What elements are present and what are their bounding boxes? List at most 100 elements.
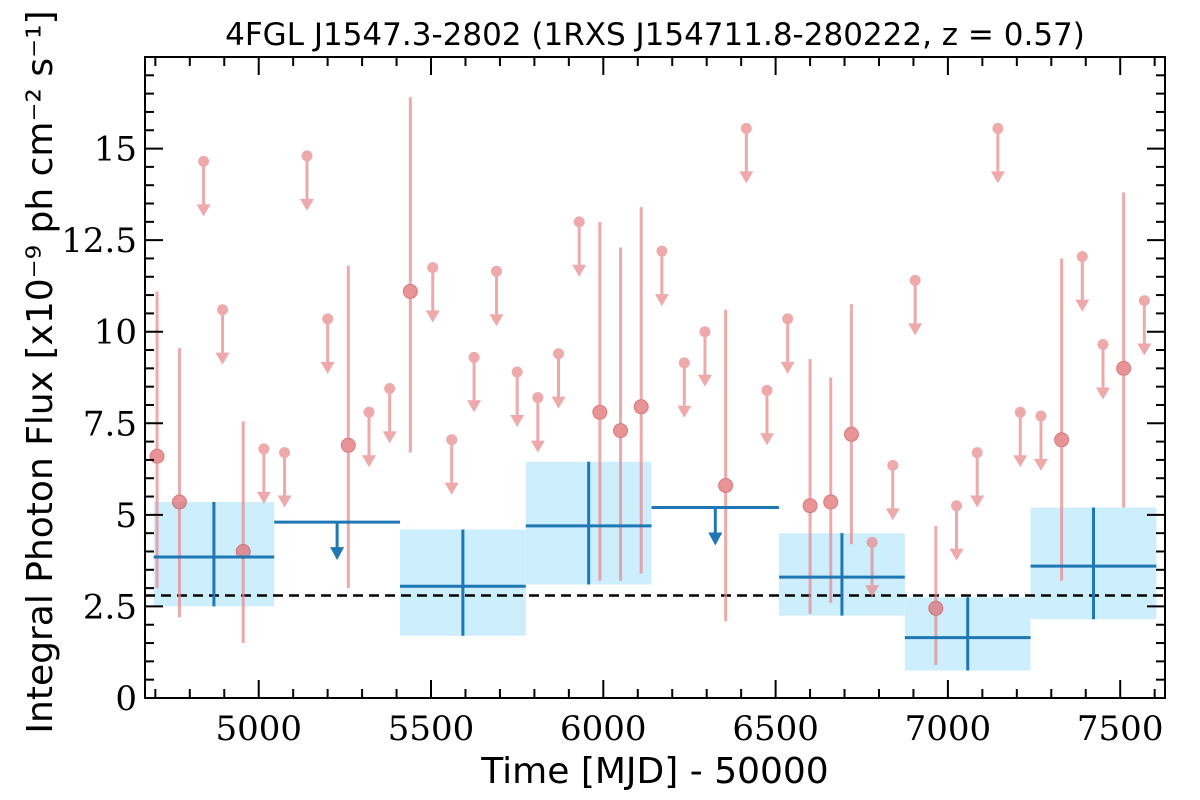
fine-point-14 [444,434,459,495]
fine-marker [718,478,734,494]
fine-ul-arrow [970,495,985,508]
fine-ul-arrow [1013,455,1028,468]
fine-ul-arrow [382,431,397,444]
fine-ul-marker [532,392,544,404]
fine-point-40 [990,122,1005,184]
y-tick-label: 5 [115,496,137,536]
fine-ul-marker [1035,410,1047,422]
fine-ul-arrow [361,455,376,468]
fine-ul-marker [258,443,270,455]
fine-marker [633,399,649,415]
fine-point-5 [256,443,271,504]
fine-ul-arrow [1137,343,1152,356]
fine-ul-marker [427,262,439,274]
coarse-ul-arrow [708,532,723,546]
fine-ul-marker [656,245,668,257]
coarse-point-5 [779,533,905,616]
y-tick-label: 10 [94,313,137,353]
fine-point-33 [843,304,859,545]
coarse-point-1 [274,520,400,561]
y-tick-label: 15 [94,130,137,170]
fine-ul-marker [279,447,291,459]
fine-point-8 [320,313,335,374]
fine-point-18 [530,392,545,453]
fine-point-16 [489,265,504,327]
x-tick-label: 5000 [215,709,302,749]
fine-ul-arrow [277,495,292,508]
x-axis-label: Time [MJD] - 50000 [480,751,828,792]
fine-point-44 [1075,251,1090,312]
fine-point-41 [1013,406,1028,468]
fine-ul-arrow [196,204,211,217]
fine-marker [235,543,251,559]
fine-ul-marker [678,357,690,369]
fine-point-2 [196,155,211,217]
fine-ul-arrow [320,361,335,374]
fine-marker [340,437,356,453]
fine-ul-marker [887,459,899,471]
fine-ul-marker [761,384,773,396]
fine-ul-marker [951,500,963,512]
fine-point-10 [361,406,376,468]
fine-ul-arrow [425,310,440,323]
fine-ul-marker [866,536,878,548]
fine-ul-marker [511,366,523,378]
fine-marker [613,423,629,439]
fine-ul-arrow [739,171,754,184]
plot-frame [144,56,1166,699]
fine-point-32 [823,377,839,603]
fine-ul-arrow [865,585,880,598]
fine-marker [402,283,418,299]
fine-ul-marker [1138,295,1150,307]
fine-ul-marker [490,265,502,277]
fine-point-17 [510,366,525,427]
fine-point-23 [633,207,649,574]
x-tick-label: 6500 [732,709,819,749]
fine-point-47 [1137,295,1152,356]
fine-ul-arrow [885,508,900,521]
fine-ul-marker [384,382,396,394]
fine-point-42 [1033,410,1048,471]
fine-ul-arrow [949,548,964,561]
fine-point-39 [970,447,985,508]
fine-ul-marker [198,155,210,167]
fine-ul-marker [992,122,1004,134]
x-tick-label: 6000 [560,709,647,749]
fine-ul-arrow [444,482,459,495]
fine-ul-arrow [654,294,669,307]
fine-point-43 [1054,258,1070,581]
x-tick-label: 5500 [388,709,475,749]
fine-point-4 [235,421,251,644]
fine-point-24 [654,245,669,307]
fine-ul-arrow [990,171,1005,184]
fine-point-34 [865,536,880,598]
fine-point-37 [928,525,944,666]
coarse-point-4 [651,506,780,546]
fine-ul-arrow [908,323,923,336]
fine-point-27 [718,309,734,622]
coarse-bin-bands [153,461,1157,671]
fine-marker [843,426,859,442]
fine-marker [823,494,839,510]
fine-ul-arrow [759,433,774,446]
y-tick-label: 7.5 [83,404,137,444]
fine-marker [1054,432,1070,448]
fine-point-7 [299,150,314,211]
fine-ul-arrow [489,314,504,327]
y-tick-labels: 0 2.5 5 7.5 10 12.5 15 [61,130,137,719]
coarse-point-7 [1030,507,1157,620]
fine-ul-marker [573,216,585,228]
fine-point-26 [697,326,712,387]
coarse-point-6 [904,597,1031,671]
fine-point-1 [171,348,187,618]
fine-ul-arrow [299,198,314,211]
fine-point-19 [551,348,566,409]
fine-ul-marker [1076,251,1088,263]
axes-frame [144,56,1166,699]
fine-point-35 [885,459,900,521]
fine-ul-marker [217,304,229,316]
fine-ul-arrow [697,374,712,387]
fine-point-36 [908,274,923,336]
fine-point-45 [1095,339,1110,400]
fine-ul-arrow [780,361,795,374]
